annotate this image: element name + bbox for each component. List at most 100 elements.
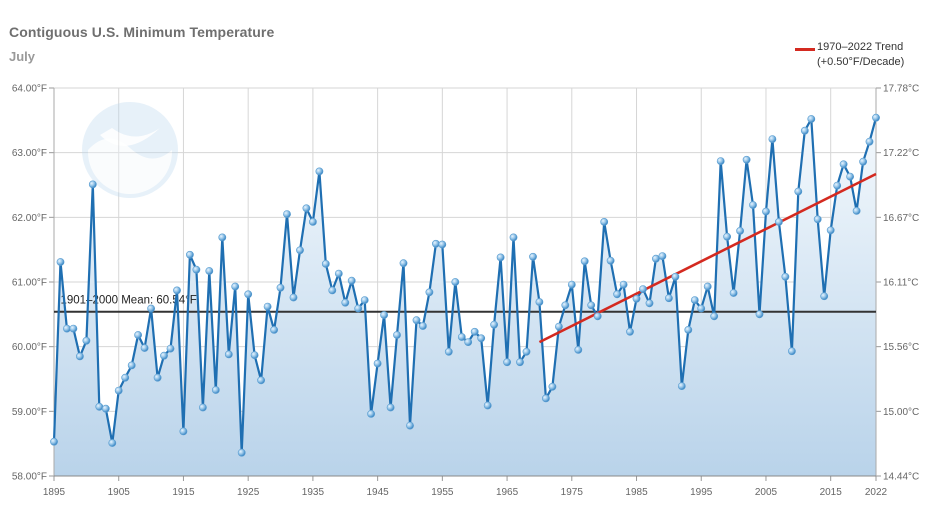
data-point [872,113,880,122]
data-point [218,233,227,242]
x-tick-label: 2022 [865,487,888,498]
data-point [134,331,142,339]
data-point [302,204,311,213]
legend: 1970–2022 Trend (+0.50°F/Decade) [795,39,925,73]
x-tick-label: 1915 [172,487,195,498]
data-point [360,296,369,304]
chart-title: Contiguous U.S. Minimum Temperature [9,24,275,40]
x-tick-label: 1905 [108,487,131,498]
data-point [82,336,91,345]
data-point [775,217,783,226]
noaa-logo-watermark [82,102,178,198]
x-tick-label: 1965 [496,487,519,498]
data-point [321,259,330,268]
data-point [198,403,207,412]
data-point [386,403,395,412]
data-point [574,345,583,354]
data-point [768,135,777,143]
x-tick-label: 1955 [431,487,454,498]
data-point [690,296,699,304]
data-point [412,316,421,325]
data-point [593,312,602,321]
data-point [147,304,155,313]
data-point [334,269,343,278]
data-point [587,301,596,310]
data-point [250,351,259,359]
data-point [444,347,453,356]
data-point [535,298,544,306]
data-point [127,361,136,370]
data-point [95,402,104,411]
legend-trend-label: 1970–2022 Trend (+0.50°F/Decade) [817,40,904,70]
data-point [108,439,117,447]
data-point [606,256,615,265]
series-area-fill [54,117,876,476]
data-point [283,210,291,218]
data-point [470,327,479,336]
data-point [762,207,770,216]
x-tick-label: 1895 [43,487,66,498]
data-point [393,331,401,339]
data-point [483,401,492,410]
data-point [296,246,304,255]
data-point [56,258,65,266]
legend-trend-title: 1970–2022 Trend [817,41,904,53]
data-point [114,386,123,395]
x-tick-label: 2015 [820,487,843,498]
data-point [328,286,337,295]
data-point [794,187,803,196]
data-point [555,322,563,331]
data-point [425,288,434,297]
data-point [347,276,356,285]
y-tick-label-right: 14.44°C [883,472,919,483]
data-point [173,286,181,295]
x-tick-label: 1975 [561,487,584,498]
data-point [813,215,822,224]
data-point [781,272,790,281]
y-tick-label-right: 16.11°C [883,278,919,289]
data-point [729,289,738,297]
y-tick-label-right: 17.78°C [883,84,919,95]
y-tick-label-right: 17.22°C [883,148,919,159]
data-point [716,157,725,165]
data-point [88,180,97,189]
data-point [677,382,686,390]
x-tick-label: 1945 [366,487,389,498]
data-point [192,265,201,274]
data-point [438,240,447,249]
data-point [652,254,660,263]
data-point [237,448,246,457]
data-point [276,283,285,292]
x-tick-label: 2005 [755,487,778,498]
data-point [160,351,168,360]
data-point [742,155,751,164]
data-point [431,239,440,248]
data-point [833,181,842,190]
data-point [580,257,589,266]
data-point [600,217,609,226]
data-point [567,280,576,289]
data-point [632,294,641,303]
data-point [451,278,460,286]
data-point [140,344,149,352]
data-point [639,285,647,293]
data-point [710,312,719,321]
data-point [257,376,265,385]
data-point [490,320,498,329]
data-points [50,113,880,457]
x-tick-label: 1995 [690,487,713,498]
y-tick-label-left: 64.00°F [12,84,47,95]
data-point [76,352,84,361]
y-tick-label-left: 61.00°F [12,278,47,289]
legend-trend-rate: (+0.50°F/Decade) [817,56,905,68]
data-point [503,358,511,367]
data-point [684,325,693,334]
data-point [788,347,796,356]
data-point [665,294,673,303]
data-point [658,252,667,260]
y-tick-label-left: 60.00°F [12,342,47,353]
data-point [263,302,272,311]
data-point [308,217,317,226]
data-point [399,259,408,268]
